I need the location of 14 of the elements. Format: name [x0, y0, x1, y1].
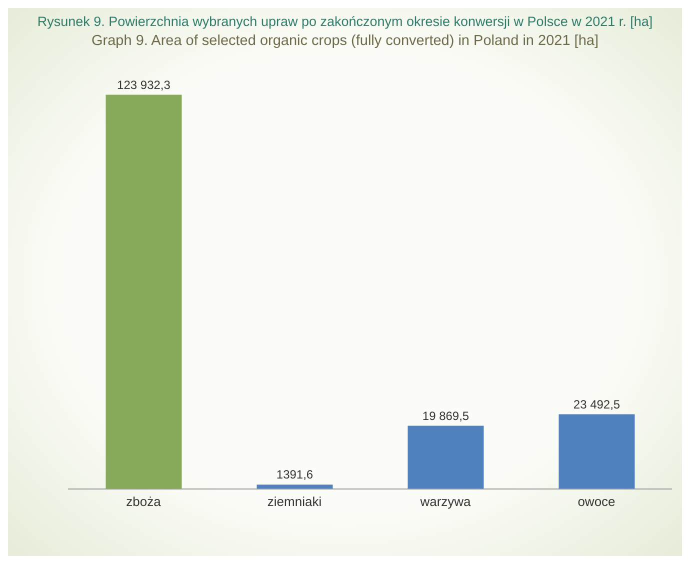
x-tick-label: zboża	[126, 494, 162, 510]
x-tick-label: ziemniaki	[267, 494, 322, 510]
data-label: 123 932,3	[117, 78, 171, 92]
bar	[106, 94, 182, 489]
data-label: 23 492,5	[573, 397, 620, 412]
x-tick-label: owoce	[578, 494, 616, 510]
data-label: 1391,6	[276, 468, 314, 482]
chart-subtitle: Graph 9. Area of selected organic crops (fully converted) in Poland in 2021 [ha]	[90, 33, 600, 49]
data-label: 19 869,5	[422, 408, 470, 423]
bar	[256, 484, 333, 489]
bar	[408, 426, 484, 489]
bar	[558, 414, 635, 489]
chart-title: Rysunek 9. Powierzchnia wybranych upraw po zakończonym okresie konwersji w Polsce w 2021 r. [ha]	[36, 14, 654, 29]
x-tick-label: warzywa	[419, 494, 472, 510]
